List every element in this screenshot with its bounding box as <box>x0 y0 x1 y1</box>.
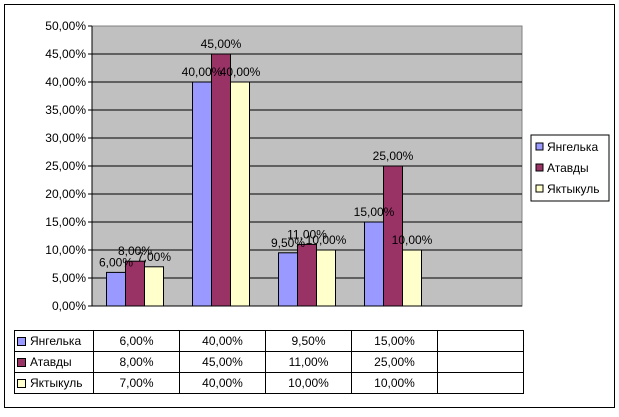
data-table-cell: 25,00% <box>351 351 438 373</box>
y-tick-label: 30,00% <box>45 131 86 145</box>
data-table-legend-key <box>17 379 26 389</box>
data-table-cell: 40,00% <box>179 330 266 352</box>
data-label: 25,00% <box>373 149 414 163</box>
bar <box>144 266 164 307</box>
data-labels: 6,00% 40,00% 9,50% 15,00% 8,00% 45,00% 11,00% 2… <box>99 37 433 269</box>
bar <box>278 252 298 307</box>
y-tick-label: 40,00% <box>45 75 86 89</box>
data-table-cell: 8,00% <box>93 351 180 373</box>
y-tick-label: 0,00% <box>52 299 86 313</box>
data-table-series-name: Атавды <box>30 355 72 369</box>
data-table-cell <box>437 330 524 352</box>
legend-label: Атавды <box>547 161 589 175</box>
bar <box>402 249 422 307</box>
legend-label: Яктыкуль <box>547 182 600 196</box>
data-label: 40,00% <box>182 65 223 79</box>
data-label: 9,50% <box>271 236 305 250</box>
bar <box>364 221 384 307</box>
data-table-series-name: Яктыкуль <box>30 376 83 390</box>
data-table-cell: 45,00% <box>179 351 266 373</box>
data-table: Янгелька 6,00% 40,00% 9,50% 15,00% Атавды 8,00… <box>14 330 524 394</box>
data-table-row: Атавды 8,00% 45,00% 11,00% 25,00% <box>14 351 524 373</box>
data-table-series-label: Янгелька <box>14 330 94 352</box>
data-table-cell <box>437 351 524 373</box>
data-table-row: Янгелька 6,00% 40,00% 9,50% 15,00% <box>14 330 524 352</box>
data-table-row: Яктыкуль 7,00% 40,00% 10,00% 10,00% <box>14 372 524 394</box>
data-label: 7,00% <box>137 250 171 264</box>
data-table-cell: 10,00% <box>265 372 352 394</box>
bars <box>106 53 422 307</box>
bar <box>230 81 250 307</box>
data-label: 6,00% <box>99 255 133 269</box>
data-table-cell: 11,00% <box>265 351 352 373</box>
y-tick-label: 5,00% <box>52 271 86 285</box>
y-tick-label: 15,00% <box>45 215 86 229</box>
y-tick-label: 10,00% <box>45 243 86 257</box>
data-label: 11,00% <box>287 227 327 241</box>
data-table-cell: 10,00% <box>351 372 438 394</box>
data-table-cell <box>437 372 524 394</box>
data-table-legend-key <box>17 337 26 347</box>
legend-key <box>535 163 544 172</box>
data-table-cell: 6,00% <box>93 330 180 352</box>
y-tick-label: 25,00% <box>45 159 86 173</box>
legend-key <box>535 142 544 151</box>
data-label: 10,00% <box>392 233 433 247</box>
data-label: 8,00% <box>118 244 152 258</box>
bar <box>211 53 231 307</box>
bar <box>316 249 336 307</box>
data-table-series-label: Яктыкуль <box>14 372 94 394</box>
legend-label: Янгелька <box>547 140 598 154</box>
data-table-legend-key <box>17 358 26 368</box>
data-table-cell: 15,00% <box>351 330 438 352</box>
bar <box>383 165 403 307</box>
legend: Янгелька Атавды Яктыкуль <box>530 134 610 202</box>
legend-key <box>535 184 544 193</box>
data-table-cell: 40,00% <box>179 372 266 394</box>
data-label: 40,00% <box>220 65 261 79</box>
bar <box>192 81 212 307</box>
data-label: 10,00% <box>306 233 347 247</box>
legend-box <box>530 134 610 202</box>
y-axis-ticks: 0,00% 5,00% 10,00% 15,00% 20,00% 25,00% 30,00%… <box>45 19 522 313</box>
data-label: 45,00% <box>201 37 242 51</box>
bar <box>297 243 317 307</box>
y-tick-label: 50,00% <box>45 19 86 33</box>
y-tick-label: 45,00% <box>45 47 86 61</box>
y-tick-label: 20,00% <box>45 187 86 201</box>
data-table-series-label: Атавды <box>14 351 94 373</box>
y-tick-label: 35,00% <box>45 103 86 117</box>
data-table-cell: 7,00% <box>93 372 180 394</box>
data-table-series-name: Янгелька <box>30 334 82 348</box>
data-label: 15,00% <box>354 205 395 219</box>
bar <box>106 271 126 307</box>
data-table-cell: 9,50% <box>265 330 352 352</box>
